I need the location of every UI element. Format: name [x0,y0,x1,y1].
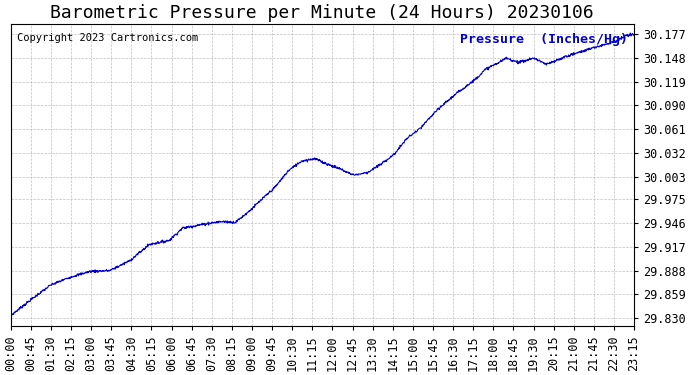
Text: Copyright 2023 Cartronics.com: Copyright 2023 Cartronics.com [17,33,198,43]
Text: Pressure  (Inches/Hg): Pressure (Inches/Hg) [460,33,628,46]
Title: Barometric Pressure per Minute (24 Hours) 20230106: Barometric Pressure per Minute (24 Hours… [50,4,594,22]
